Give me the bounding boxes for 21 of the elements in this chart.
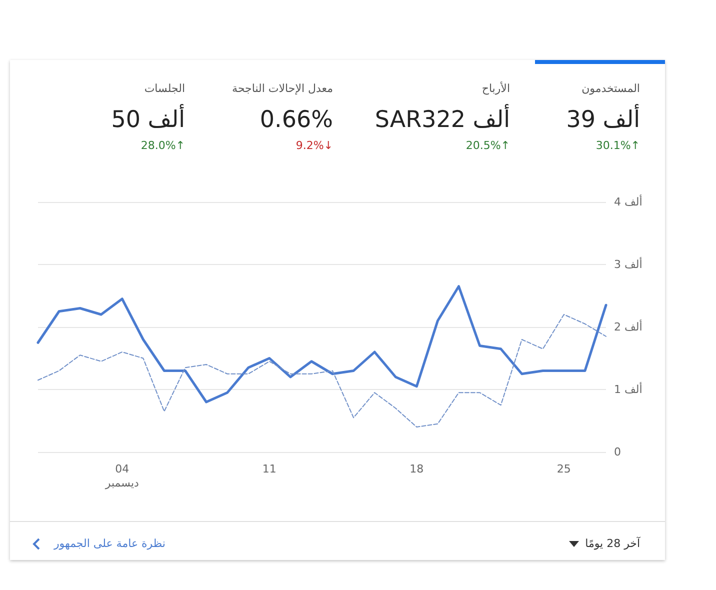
y-tick-label: 1 ألف <box>614 382 642 396</box>
text: نظرة عامة على الجمهور <box>54 537 166 550</box>
text: معدل الإحالات الناجحة <box>232 82 333 95</box>
y-tick-label: 4 ألف <box>614 194 642 208</box>
text: 0.66% <box>260 107 333 133</box>
line-series <box>36 285 608 404</box>
text: 20.5%↑ <box>464 139 510 152</box>
text: 28.0%↑ <box>140 139 185 152</box>
line-series <box>38 314 606 428</box>
x-tick-label: 18 <box>410 462 424 476</box>
y-tick-label: 3 ألف <box>614 257 642 271</box>
text: 9.2%↓ <box>296 139 333 152</box>
x-tick-label: 25 <box>556 462 571 476</box>
y-tick-label: 0 <box>614 446 621 458</box>
text: الأرباح <box>480 82 510 95</box>
text: الجلسات <box>143 82 185 95</box>
text: آخر 28 يومًا <box>585 537 640 550</box>
text: المستخدمون <box>582 82 640 95</box>
text: 30.1%↑ <box>596 139 640 152</box>
x-tick-label: 11 <box>262 462 276 476</box>
y-tick-label: 2 ألف <box>614 320 642 334</box>
